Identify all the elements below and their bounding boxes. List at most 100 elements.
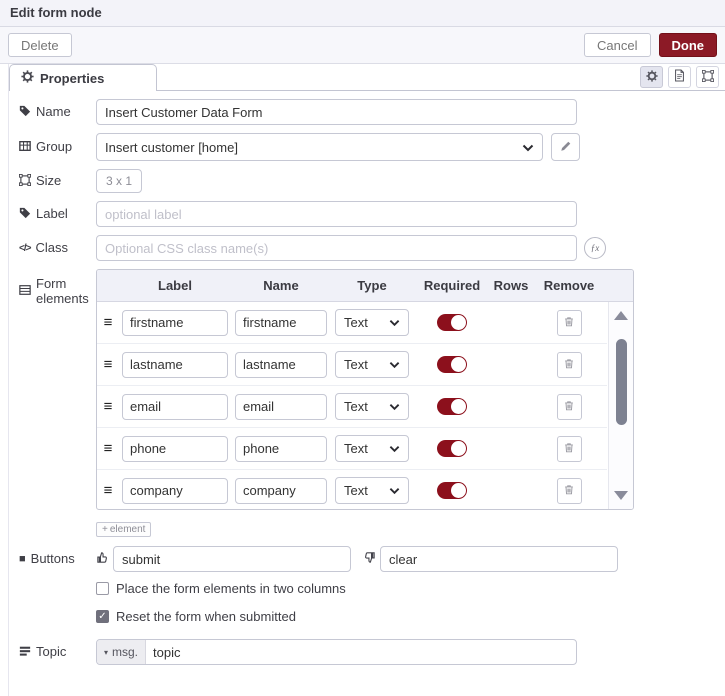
- chevron-down-icon: [389, 483, 400, 498]
- add-element-label: element: [109, 524, 146, 535]
- required-toggle[interactable]: [437, 356, 467, 373]
- form-element-row: ≡ Text: [97, 470, 607, 509]
- drag-handle-icon[interactable]: ≡: [103, 440, 113, 457]
- dialog-title-bar: Edit form node: [0, 0, 725, 27]
- form-elements-viewport: ≡ Text ≡ Text: [97, 302, 633, 509]
- element-label-input[interactable]: [122, 309, 228, 336]
- delete-element-button[interactable]: [556, 309, 582, 336]
- chevron-down-icon: [389, 441, 400, 456]
- checkbox[interactable]: ✓: [96, 610, 109, 623]
- required-toggle[interactable]: [437, 440, 467, 457]
- element-type-value: Text: [344, 315, 368, 330]
- element-name-input[interactable]: [235, 435, 327, 462]
- label-input[interactable]: [96, 201, 577, 227]
- object-group-icon: [19, 173, 32, 189]
- element-label-input[interactable]: [122, 351, 228, 378]
- square-icon: ■: [19, 552, 26, 565]
- name-row: Name: [19, 99, 725, 125]
- appearance-icon-button[interactable]: [696, 66, 719, 88]
- done-button[interactable]: Done: [658, 33, 717, 57]
- list-icon: [19, 284, 31, 299]
- topic-typed-input[interactable]: ▾ msg. topic: [96, 639, 577, 665]
- edit-group-button[interactable]: [551, 133, 580, 161]
- form-elements-row: Form elements Label Name Type Required R…: [19, 269, 725, 510]
- tag-icon: [19, 105, 31, 120]
- delete-element-button[interactable]: [556, 477, 582, 504]
- trash-icon: [563, 399, 575, 415]
- form-elements-rows: ≡ Text ≡ Text: [97, 302, 607, 509]
- label-label: Label: [19, 206, 96, 222]
- required-toggle[interactable]: [437, 398, 467, 415]
- trash-icon: [563, 441, 575, 457]
- column-header-name: Name: [263, 278, 299, 293]
- element-name-input[interactable]: [235, 393, 327, 420]
- form-element-row: ≡ Text: [97, 386, 607, 428]
- scrollbar-thumb[interactable]: [616, 339, 627, 425]
- element-name-input[interactable]: [235, 351, 327, 378]
- delete-element-button[interactable]: [556, 435, 582, 462]
- add-element-button[interactable]: + element: [96, 522, 152, 537]
- required-toggle[interactable]: [437, 314, 467, 331]
- name-input[interactable]: [96, 99, 577, 125]
- tab-properties[interactable]: Properties: [9, 64, 157, 92]
- element-label-input[interactable]: [122, 477, 228, 504]
- tab-actions: [640, 66, 719, 88]
- element-type-select[interactable]: Text: [335, 477, 409, 504]
- dialog-toolbar: Delete Cancel Done: [0, 27, 725, 64]
- drag-handle-icon[interactable]: ≡: [103, 314, 113, 331]
- scroll-down-arrow[interactable]: [614, 491, 628, 500]
- drag-handle-icon[interactable]: ≡: [103, 398, 113, 415]
- element-type-select[interactable]: Text: [335, 351, 409, 378]
- chevron-down-icon: [389, 315, 400, 330]
- expand-class-button[interactable]: ƒx: [584, 237, 606, 259]
- class-input[interactable]: [96, 235, 577, 261]
- column-header-type: Type: [357, 278, 387, 293]
- element-type-select[interactable]: Text: [335, 309, 409, 336]
- group-select[interactable]: Insert customer [home]: [96, 133, 543, 161]
- delete-element-button[interactable]: [556, 351, 582, 378]
- object-group-icon: [701, 69, 714, 85]
- form-elements-table: Label Name Type Required Rows Remove ≡ T…: [96, 269, 634, 510]
- element-label-input[interactable]: [122, 393, 228, 420]
- element-label-input[interactable]: [122, 435, 228, 462]
- drag-handle-icon[interactable]: ≡: [103, 482, 113, 499]
- reset-form-checkbox-label: Reset the form when submitted: [116, 609, 296, 624]
- dialog-body: Properties: [8, 64, 725, 696]
- tab-properties-label: Properties: [40, 70, 105, 86]
- group-row: Group Insert customer [home]: [19, 133, 725, 161]
- form-element-row: ≡ Text: [97, 428, 607, 470]
- label-row: Label: [19, 201, 725, 227]
- column-header-label: Label: [158, 278, 192, 293]
- buttons-label: ■ Buttons: [19, 550, 75, 566]
- element-type-select[interactable]: Text: [335, 393, 409, 420]
- checkbox[interactable]: ✓: [96, 582, 109, 595]
- topic-type-select[interactable]: ▾ msg.: [97, 640, 147, 664]
- reset-form-checkbox-row: ✓ Reset the form when submitted: [96, 609, 725, 624]
- properties-icon-button[interactable]: [640, 66, 663, 88]
- cancel-button[interactable]: Cancel: [584, 33, 651, 57]
- delete-button[interactable]: Delete: [8, 33, 72, 57]
- tasks-icon: [19, 645, 31, 660]
- form-element-row: ≡ Text: [97, 302, 607, 344]
- scroll-up-arrow[interactable]: [614, 311, 628, 320]
- clear-button-text-input[interactable]: [380, 546, 618, 572]
- form-elements-header: Label Name Type Required Rows Remove: [97, 270, 633, 302]
- tab-strip: Properties: [9, 64, 725, 92]
- size-button[interactable]: 3 x 1: [96, 169, 143, 193]
- chevron-down-icon: [389, 357, 400, 372]
- delete-element-button[interactable]: [556, 393, 582, 420]
- scrollbar[interactable]: [608, 302, 633, 509]
- element-name-input[interactable]: [235, 477, 327, 504]
- element-type-select[interactable]: Text: [335, 435, 409, 462]
- element-name-input[interactable]: [235, 309, 327, 336]
- topic-label: Topic: [19, 644, 96, 660]
- description-icon-button[interactable]: [668, 66, 691, 88]
- drag-handle-icon[interactable]: ≡: [103, 356, 113, 373]
- submit-button-text-input[interactable]: [113, 546, 351, 572]
- document-icon: [674, 69, 685, 85]
- required-toggle[interactable]: [437, 482, 467, 499]
- element-type-value: Text: [344, 483, 368, 498]
- clear-button-group: [363, 546, 618, 572]
- gear-icon: [645, 69, 658, 85]
- element-type-value: Text: [344, 441, 368, 456]
